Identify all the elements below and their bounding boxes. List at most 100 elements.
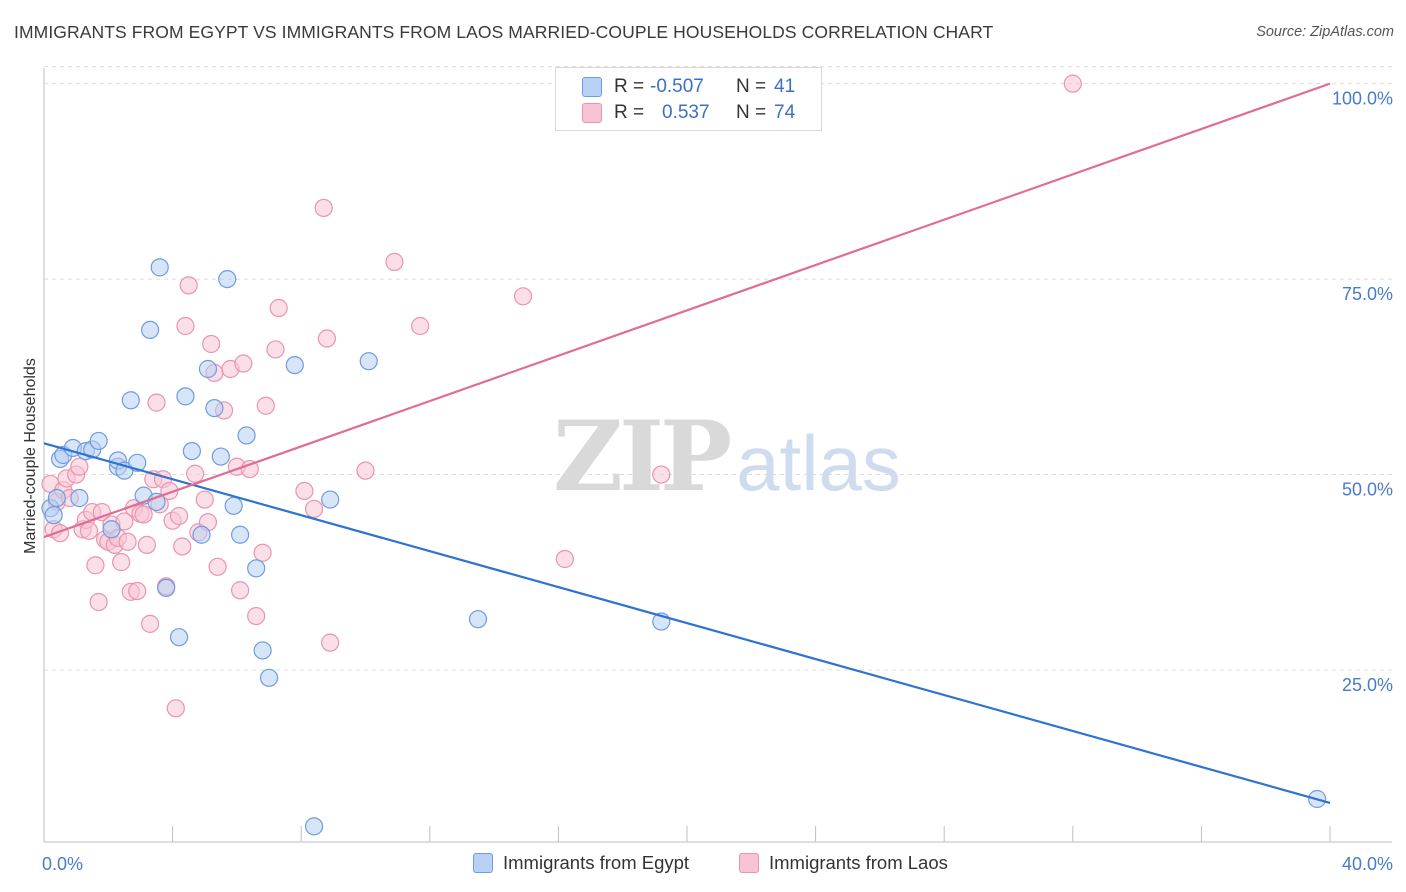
watermark-atlas: atlas (736, 419, 901, 507)
laos-legend-label: Immigrants from Laos (769, 852, 948, 873)
laos-point (234, 354, 253, 373)
laos-point (173, 537, 192, 556)
egypt-point (198, 359, 218, 379)
laos-point (195, 490, 214, 509)
legend-n-label: N = (736, 102, 767, 123)
egypt-point (70, 488, 89, 508)
laos-point (166, 699, 185, 718)
laos-point (186, 464, 205, 483)
egypt-point (359, 352, 378, 371)
laos-point (202, 334, 221, 354)
laos-point (513, 287, 533, 306)
legend-n-label: N = (736, 76, 767, 97)
watermark: ZIP atlas (553, 400, 901, 513)
laos-point (118, 532, 137, 551)
egypt-point (321, 490, 340, 509)
x-tick-label-max: 40.0% (1342, 854, 1393, 874)
laos-point (385, 252, 404, 271)
egypt-point (157, 578, 176, 598)
laos-points-group (41, 74, 1082, 718)
laos-point (555, 549, 574, 569)
egypt-point (304, 817, 324, 836)
laos-point (295, 481, 314, 501)
egypt-point (147, 492, 166, 512)
egypt-point (231, 525, 250, 544)
legend-egypt-n: 41 (774, 76, 796, 97)
y-tick-label: 25.0% (1342, 675, 1393, 695)
egypt-swatch (582, 77, 602, 97)
y-tick-label: 50.0% (1342, 480, 1393, 500)
egypt-point (285, 355, 304, 375)
egypt-point (121, 391, 140, 410)
laos-point (356, 461, 375, 480)
egypt-point (253, 641, 272, 660)
egypt-point (218, 269, 237, 289)
laos-point (314, 198, 333, 218)
laos-point (247, 606, 266, 626)
egypt-point (47, 488, 66, 508)
egypt-legend-label: Immigrants from Egypt (503, 852, 690, 873)
laos-point (112, 553, 131, 572)
label-layer: 25.0% 50.0% 75.0% 100.0% 0.0% 40.0% Married-co… (22, 89, 1393, 874)
correlation-legend: R = -0.507 N = 41 R = 0.537 N = 74 (555, 67, 822, 131)
egypt-legend-swatch (473, 853, 493, 873)
egypt-point (259, 668, 279, 687)
chart-title: IMMIGRANTS FROM EGYPT VS IMMIGRANTS FROM… (14, 22, 994, 42)
legend-r-label: R = (614, 76, 645, 97)
y-tick-label: 75.0% (1342, 284, 1393, 304)
source-label: Source: ZipAtlas.com (1256, 24, 1394, 40)
laos-point (231, 581, 250, 600)
laos-legend-swatch (739, 853, 759, 873)
trend-layer (43, 82, 1331, 804)
laos-point (179, 276, 198, 295)
egypt-point (169, 628, 189, 647)
laos-point (269, 298, 288, 318)
egypt-point (89, 431, 108, 451)
laos-point (169, 506, 189, 526)
egypt-point (102, 520, 121, 539)
egypt-point (247, 559, 266, 578)
laos-point (321, 633, 340, 652)
laos-point (208, 557, 227, 576)
egypt-point (182, 441, 201, 461)
laos-point (128, 581, 147, 601)
egypt-point (205, 398, 224, 418)
egypt-point (192, 525, 211, 544)
laos-point (134, 505, 153, 524)
egypt-point (237, 426, 256, 445)
laos-point (266, 340, 285, 359)
egypt-point (224, 496, 243, 515)
laos-point (256, 396, 275, 415)
laos-point (304, 499, 324, 519)
legend-egypt-r: -0.507 (650, 76, 704, 97)
laos-swatch (582, 103, 602, 123)
legend-r-label: R = (614, 102, 645, 123)
laos-point (79, 521, 99, 540)
laos-point (137, 535, 156, 555)
axis-layer (43, 68, 1392, 843)
egypt-point (468, 610, 488, 629)
laos-point (240, 459, 259, 479)
y-tick-label: 100.0% (1332, 89, 1393, 109)
legend-laos-n: 74 (774, 102, 796, 123)
egypt-point (44, 506, 63, 525)
y-axis-title: Married-couple Households (22, 358, 39, 554)
watermark-zip: ZIP (553, 400, 732, 513)
laos-point (317, 329, 337, 348)
x-tick-label-min: 0.0% (42, 854, 83, 874)
laos-point (1063, 74, 1082, 93)
legend-laos-r: 0.537 (662, 102, 710, 123)
laos-point (70, 457, 89, 476)
egypt-trend-line (43, 442, 1331, 804)
laos-point (147, 393, 166, 412)
laos-trend-line (43, 82, 1331, 539)
laos-point (140, 614, 160, 633)
laos-point (176, 316, 195, 336)
laos-point (652, 465, 671, 484)
egypt-point (150, 258, 169, 277)
laos-point (253, 543, 272, 562)
egypt-point (176, 387, 195, 406)
egypt-point (140, 320, 160, 340)
laos-point (89, 592, 108, 612)
